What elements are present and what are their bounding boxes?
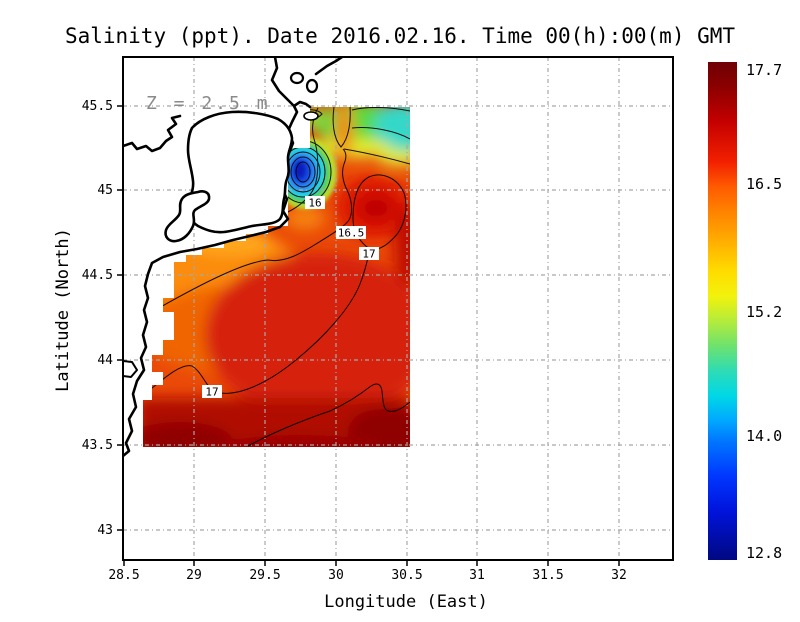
contour-lines xyxy=(143,107,410,447)
x-tick-29-5: 29.5 xyxy=(249,568,280,583)
y-tick-43-5: 43.5 xyxy=(82,438,113,453)
x-tick-28-5: 28.5 xyxy=(108,568,139,583)
y-tick-44-5: 44.5 xyxy=(82,268,113,283)
lagoon-outline xyxy=(186,110,294,234)
x-tick-31: 31 xyxy=(469,568,485,583)
y-tick-labels: 45.5 45 44.5 44 43.5 43 xyxy=(82,99,113,538)
offshore-islet xyxy=(303,111,319,121)
contour-label-16-5: 16.5 xyxy=(338,227,365,240)
cbar-label-15-2: 15.2 xyxy=(746,303,782,321)
y-tick-45: 45 xyxy=(97,183,113,198)
small-lake-outline xyxy=(123,360,138,378)
y-tick-43: 43 xyxy=(97,523,113,538)
cbar-label-16-5: 16.5 xyxy=(746,175,782,193)
gridlines xyxy=(123,57,673,560)
contour-label-17-south: 17 xyxy=(205,386,218,399)
contour-label-17-east: 17 xyxy=(362,248,375,261)
y-tick-45-5: 45.5 xyxy=(82,99,113,114)
x-tick-31-5: 31.5 xyxy=(532,568,563,583)
x-tick-29: 29 xyxy=(186,568,202,583)
depth-annotation: Z = 2.5 m xyxy=(146,93,271,114)
contour-label-group: 16 16.5 17 17 xyxy=(202,196,379,399)
y-axis-title: Latitude (North) xyxy=(53,228,73,392)
x-tick-32: 32 xyxy=(611,568,627,583)
colorbar-gradient xyxy=(708,62,737,560)
figure-title: Salinity (ppt). Date 2016.02.16. Time 00… xyxy=(65,24,735,48)
cbar-label-12-8: 12.8 xyxy=(746,544,782,562)
cbar-label-14-0: 14.0 xyxy=(746,427,782,445)
colorbar: 17.7 16.5 15.2 14.0 12.8 xyxy=(708,61,782,562)
x-tick-30: 30 xyxy=(328,568,344,583)
x-axis-title: Longitude (East) xyxy=(324,592,488,612)
x-tick-30-5: 30.5 xyxy=(391,568,422,583)
coastal-lake-outline xyxy=(164,190,211,243)
contour-label-16: 16 xyxy=(308,197,321,210)
cbar-label-17-7: 17.7 xyxy=(746,61,782,79)
plot-frame xyxy=(122,56,674,561)
y-tick-44: 44 xyxy=(97,353,113,368)
x-tick-labels: 28.5 29 29.5 30 30.5 31 31.5 32 xyxy=(108,568,626,583)
coastline xyxy=(123,57,344,458)
axis-ticks xyxy=(117,105,620,566)
